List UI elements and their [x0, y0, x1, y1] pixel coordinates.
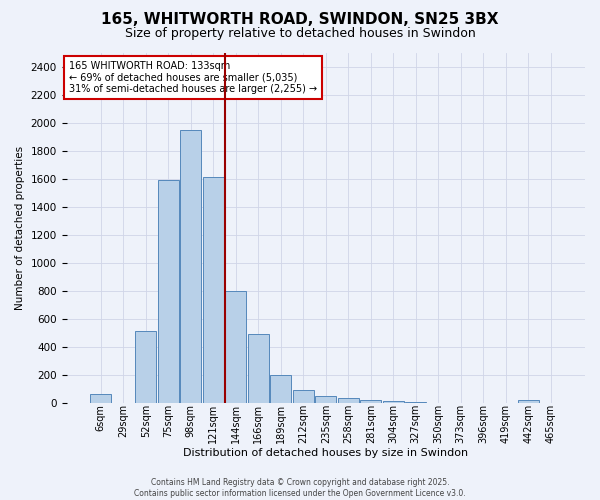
Bar — [338, 398, 359, 402]
Bar — [293, 390, 314, 402]
Text: Size of property relative to detached houses in Swindon: Size of property relative to detached ho… — [125, 28, 475, 40]
Bar — [135, 331, 157, 402]
Bar — [383, 401, 404, 402]
Bar — [158, 180, 179, 402]
Bar — [518, 400, 539, 402]
X-axis label: Distribution of detached houses by size in Swindon: Distribution of detached houses by size … — [183, 448, 469, 458]
Bar — [225, 290, 247, 403]
Bar — [90, 394, 112, 402]
Bar — [203, 177, 224, 402]
Bar — [270, 376, 292, 402]
Text: 165, WHITWORTH ROAD, SWINDON, SN25 3BX: 165, WHITWORTH ROAD, SWINDON, SN25 3BX — [101, 12, 499, 28]
Text: Contains HM Land Registry data © Crown copyright and database right 2025.
Contai: Contains HM Land Registry data © Crown c… — [134, 478, 466, 498]
Bar — [360, 400, 382, 402]
Bar — [180, 130, 202, 402]
Bar — [315, 396, 337, 402]
Bar — [248, 334, 269, 402]
Text: 165 WHITWORTH ROAD: 133sqm
← 69% of detached houses are smaller (5,035)
31% of s: 165 WHITWORTH ROAD: 133sqm ← 69% of deta… — [69, 62, 317, 94]
Y-axis label: Number of detached properties: Number of detached properties — [15, 146, 25, 310]
